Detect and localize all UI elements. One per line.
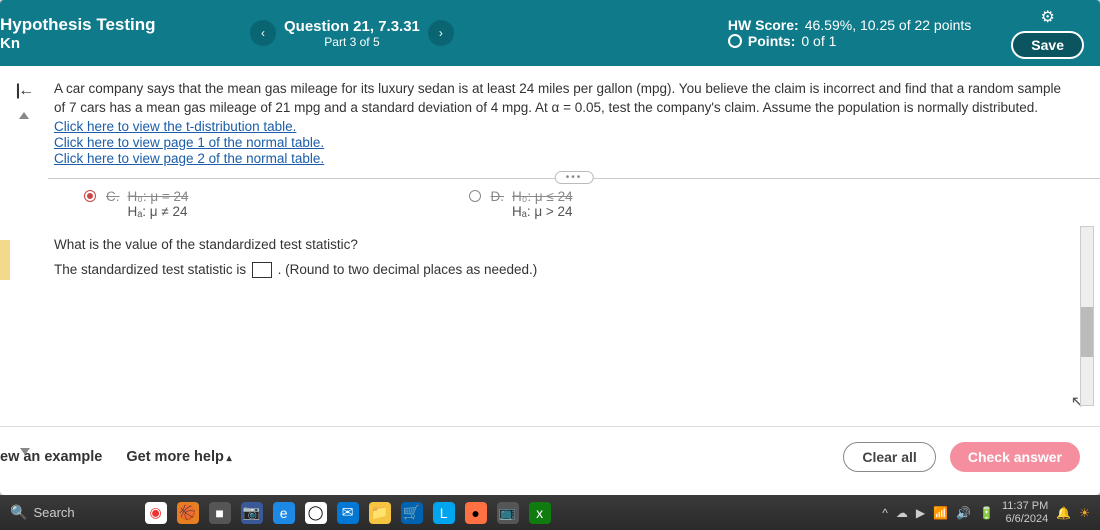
clock-time: 11:37 PM <box>1002 500 1048 512</box>
hw-score-value: 46.59%, 10.25 of 22 points <box>805 17 972 33</box>
points-value: 0 of 1 <box>801 33 836 49</box>
footer-left: ew an example Get more help <box>0 449 232 465</box>
content-scrollbar[interactable] <box>1080 226 1094 406</box>
help-icon[interactable]: ☀ <box>1079 506 1090 520</box>
battery-icon[interactable]: 🔋 <box>979 506 994 520</box>
option-c-ha: Hₐ: μ ≠ 24 <box>128 204 189 219</box>
expand-dots-button[interactable]: ••• <box>555 171 594 184</box>
answer-input[interactable] <box>252 262 272 278</box>
chrome-icon[interactable]: ◯ <box>305 502 327 524</box>
app-icon-1[interactable]: ◉ <box>145 502 167 524</box>
next-question-button[interactable]: › <box>428 20 454 46</box>
question-body: A car company says that the mean gas mil… <box>48 66 1100 426</box>
subquestion-prompt: What is the value of the standardized te… <box>54 237 1072 252</box>
assignment-title: Hypothesis Testing Kn <box>0 15 220 52</box>
section-divider: ••• <box>48 178 1100 179</box>
t-distribution-link[interactable]: Click here to view the t-distribution ta… <box>54 119 1072 134</box>
save-button[interactable]: Save <box>1011 31 1084 59</box>
collapse-button[interactable]: |← <box>16 82 32 100</box>
chevron-up-icon[interactable]: ^ <box>882 506 888 520</box>
app-icon-7[interactable]: 📺 <box>497 502 519 524</box>
page-header: Hypothesis Testing Kn ‹ Question 21, 7.3… <box>0 0 1100 66</box>
scroll-down-icon[interactable] <box>20 448 30 455</box>
footer-right: Clear all Check answer <box>843 442 1080 472</box>
app-icon-5[interactable]: L <box>433 502 455 524</box>
cloud-icon[interactable]: ☁ <box>896 506 908 520</box>
volume-icon[interactable]: 🔊 <box>956 506 971 520</box>
answer-prefix: The standardized test statistic is <box>54 262 246 277</box>
option-d[interactable]: D. H₀: μ ≤ 24 Hₐ: μ > 24 <box>469 189 573 219</box>
content-area: |← A car company says that the mean gas … <box>0 66 1100 426</box>
get-more-help-link[interactable]: Get more help <box>126 449 231 465</box>
excel-icon[interactable]: x <box>529 502 551 524</box>
normal-table-1-link[interactable]: Click here to view page 1 of the normal … <box>54 135 1072 150</box>
answer-suffix: . (Round to two decimal places as needed… <box>278 262 538 277</box>
wifi-icon[interactable]: 📶 <box>933 506 948 520</box>
edge-icon[interactable]: e <box>273 502 295 524</box>
title-line-2: Kn <box>0 35 220 52</box>
store-icon[interactable]: 🛒 <box>401 502 423 524</box>
search-icon: 🔍 <box>10 504 27 521</box>
question-number: Question 21, 7.3.31 <box>284 18 420 35</box>
question-part: Part 3 of 5 <box>284 35 420 49</box>
app-icon-2[interactable]: 🏀 <box>177 502 199 524</box>
option-c-letter: C. <box>106 189 120 219</box>
answer-options: C. H₀: μ = 24 Hₐ: μ ≠ 24 D. H₀: μ ≤ 24 H… <box>84 189 1072 219</box>
check-answer-button[interactable]: Check answer <box>950 442 1080 472</box>
scrollbar-thumb[interactable] <box>1081 307 1093 357</box>
taskbar-clock[interactable]: 11:37 PM 6/6/2024 <box>1002 500 1048 524</box>
mail-icon[interactable]: ✉ <box>337 502 359 524</box>
score-block: HW Score: 46.59%, 10.25 of 22 points Poi… <box>728 17 971 49</box>
taskbar-tray: ^ ☁ ▶ 📶 🔊 🔋 11:37 PM 6/6/2024 🔔 ☀ <box>882 500 1090 524</box>
scroll-up-icon[interactable] <box>19 112 29 119</box>
option-c[interactable]: C. H₀: μ = 24 Hₐ: μ ≠ 24 <box>84 189 189 219</box>
explorer-icon[interactable]: 📁 <box>369 502 391 524</box>
clock-date: 6/6/2024 <box>1002 513 1048 525</box>
footer: ew an example Get more help Clear all Ch… <box>0 426 1100 486</box>
normal-table-2-link[interactable]: Click here to view page 2 of the normal … <box>54 151 1072 166</box>
radio-selected-icon <box>84 190 96 202</box>
app-icon-4[interactable]: 📷 <box>241 502 263 524</box>
gear-icon[interactable]: ⚙ <box>1040 7 1054 27</box>
radio-empty-icon <box>469 190 481 202</box>
prev-question-button[interactable]: ‹ <box>250 20 276 46</box>
location-icon[interactable]: ▶ <box>916 506 925 520</box>
points-icon <box>728 34 742 48</box>
option-d-letter: D. <box>491 189 505 219</box>
taskbar-search[interactable]: 🔍 Search <box>10 504 75 521</box>
answer-line: The standardized test statistic is . (Ro… <box>54 262 1072 278</box>
problem-statement: A car company says that the mean gas mil… <box>54 80 1072 118</box>
hw-score-label: HW Score: <box>728 17 799 33</box>
question-nav: ‹ Question 21, 7.3.31 Part 3 of 5 › <box>250 18 454 49</box>
option-d-ha: Hₐ: μ > 24 <box>512 204 573 219</box>
view-example-link[interactable]: ew an example <box>0 449 102 465</box>
windows-taskbar: 🔍 Search ◉ 🏀 ■ 📷 e ◯ ✉ 📁 🛒 L ● 📺 x ^ ☁ ▶… <box>0 495 1100 530</box>
app-icon-3[interactable]: ■ <box>209 502 231 524</box>
clear-all-button[interactable]: Clear all <box>843 442 935 472</box>
app-icon-6[interactable]: ● <box>465 502 487 524</box>
points-label: Points: <box>748 33 795 49</box>
title-line-1: Hypothesis Testing <box>0 15 220 35</box>
header-right: ⚙ Save <box>1011 7 1084 59</box>
highlight-tab <box>0 240 10 280</box>
search-label: Search <box>33 505 74 520</box>
option-d-h0: H₀: μ ≤ 24 <box>512 189 573 204</box>
option-c-h0: H₀: μ = 24 <box>128 189 189 204</box>
notification-icon[interactable]: 🔔 <box>1056 506 1071 520</box>
taskbar-apps: ◉ 🏀 ■ 📷 e ◯ ✉ 📁 🛒 L ● 📺 x <box>145 502 551 524</box>
question-info: Question 21, 7.3.31 Part 3 of 5 <box>284 18 420 49</box>
